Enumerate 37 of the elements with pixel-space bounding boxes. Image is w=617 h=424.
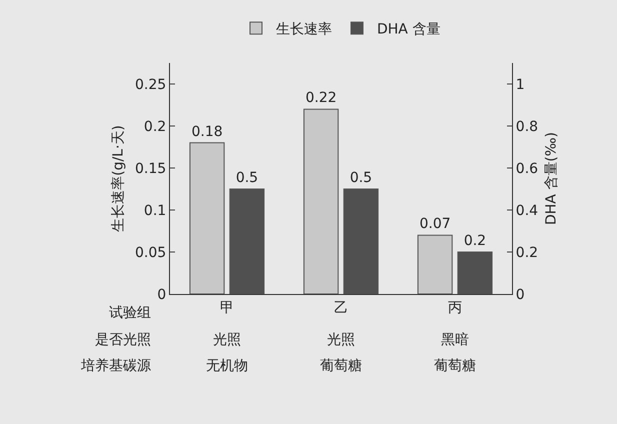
- text: 是否光照: [95, 332, 151, 348]
- y-tick-label: 0: [157, 286, 166, 303]
- text: 葡萄糖: [320, 358, 362, 374]
- text: 黑暗: [441, 332, 469, 348]
- y-tick-label: 0.2: [144, 118, 166, 135]
- legend-label: DHA 含量: [377, 22, 440, 38]
- data-label: 0.22: [305, 90, 337, 106]
- y-tick-label: 0.05: [135, 244, 166, 261]
- text: 无机物: [206, 358, 248, 374]
- y2-tick-label: 0.6: [516, 160, 538, 177]
- x-tick-label: 甲: [220, 300, 234, 316]
- y-axis-title: 生长速率(g/L·天): [110, 125, 127, 232]
- bar: [303, 108, 339, 294]
- y-tick-label: 0.25: [135, 76, 166, 93]
- data-label: 0.07: [419, 216, 451, 232]
- legend-label: 生长速率: [276, 22, 332, 38]
- y2-tick-label: 0: [516, 286, 525, 303]
- x-tick-label: 丙: [448, 300, 462, 316]
- bar: [189, 142, 225, 294]
- y2-tick-label: 0.8: [516, 118, 538, 135]
- y2-tick-label: 1: [516, 76, 525, 93]
- y2-tick-label: 0.2: [516, 244, 538, 261]
- data-label: 0.5: [350, 170, 372, 186]
- x-tick-label: 乙: [334, 300, 348, 316]
- text: 光照: [327, 332, 355, 348]
- x-axis-title: 试验组: [109, 305, 151, 321]
- bar: [417, 234, 453, 294]
- text: 葡萄糖: [434, 358, 476, 374]
- data-label: 0.18: [191, 124, 223, 140]
- data-label: 0.2: [464, 233, 486, 249]
- text: 光照: [213, 332, 241, 348]
- y2-axis-title: DHA 含量(‰): [543, 132, 560, 226]
- data-label: 0.5: [236, 170, 258, 186]
- text: 培养基碳源: [80, 358, 151, 374]
- y-tick-label: 0.15: [135, 160, 166, 177]
- y-tick-label: 0.1: [144, 202, 166, 219]
- y2-tick-label: 0.4: [516, 202, 538, 219]
